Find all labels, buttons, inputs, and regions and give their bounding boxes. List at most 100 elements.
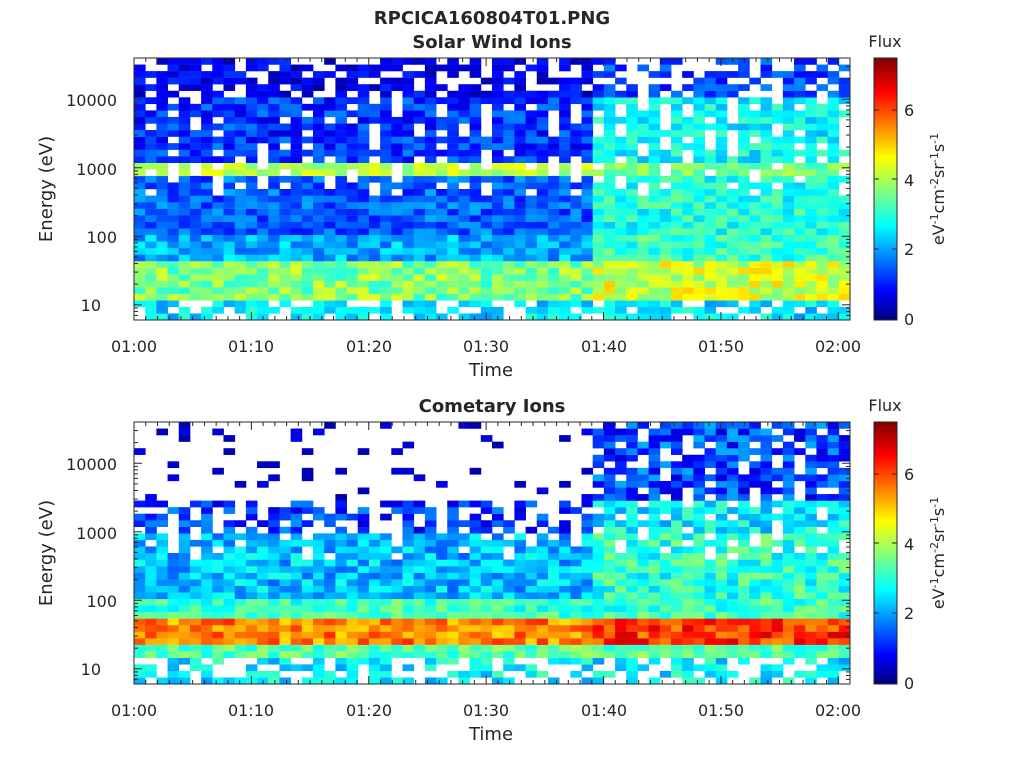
- heatmap-cell: [704, 454, 717, 462]
- heatmap-cell: [592, 435, 605, 442]
- heatmap-cell: [659, 241, 672, 249]
- heatmap-cell: [156, 618, 168, 626]
- heatmap-cell: [391, 228, 403, 236]
- heatmap-cell: [335, 189, 347, 196]
- heatmap-cell: [503, 592, 515, 600]
- heatmap-cell: [391, 507, 403, 514]
- heatmap-cell: [458, 566, 471, 573]
- heatmap-cell: [346, 664, 359, 672]
- heatmap-cell: [178, 566, 191, 573]
- heatmap-cell: [245, 293, 258, 301]
- heatmap-cell: [838, 215, 851, 222]
- heatmap-cell: [570, 579, 582, 586]
- heatmap-cell: [335, 136, 347, 144]
- heatmap-cell: [223, 241, 236, 249]
- heatmap-cell: [212, 585, 224, 593]
- heatmap-cell: [290, 566, 303, 573]
- heatmap-cell: [503, 58, 515, 65]
- heatmap-cell: [201, 123, 213, 131]
- heatmap-cell: [424, 189, 437, 196]
- heatmap-cell: [469, 234, 482, 242]
- heatmap-cell: [424, 507, 437, 514]
- heatmap-cell: [771, 579, 784, 586]
- heatmap-cell: [469, 261, 482, 268]
- heatmap-cell: [570, 293, 582, 301]
- heatmap-cell: [794, 670, 806, 678]
- heatmap-cell: [413, 234, 426, 242]
- heatmap-cell: [245, 208, 258, 216]
- heatmap-cell: [145, 651, 157, 658]
- heatmap-cell: [559, 625, 571, 632]
- heatmap-cell: [134, 572, 146, 580]
- heatmap-cell: [458, 84, 471, 91]
- heatmap-cell: [492, 103, 504, 111]
- heatmap-cell: [458, 500, 471, 508]
- heatmap-cell: [391, 202, 403, 209]
- heatmap-cell: [257, 103, 269, 111]
- heatmap-cell: [749, 228, 761, 236]
- heatmap-cell: [592, 215, 605, 222]
- heatmap-cell: [827, 539, 840, 547]
- heatmap-cell: [313, 182, 325, 190]
- heatmap-cell: [592, 274, 605, 281]
- heatmap-cell: [637, 123, 650, 131]
- heatmap-cell: [603, 585, 616, 593]
- heatmap-cell: [782, 175, 795, 183]
- heatmap-cell: [167, 287, 180, 294]
- heatmap-cell: [268, 90, 280, 98]
- heatmap-cell: [704, 175, 717, 183]
- heatmap-cell: [313, 428, 325, 436]
- heatmap-cell: [749, 110, 761, 118]
- heatmap-cell: [547, 143, 560, 150]
- heatmap-cell: [782, 208, 795, 216]
- heatmap-cell: [492, 162, 504, 170]
- heatmap-cell: [167, 71, 180, 78]
- heatmap-cell: [480, 261, 493, 268]
- heatmap-cell: [559, 247, 571, 255]
- heatmap-cell: [402, 143, 415, 150]
- heatmap-cell: [693, 467, 705, 475]
- heatmap-cell: [134, 169, 146, 177]
- heatmap-cell: [771, 149, 784, 157]
- heatmap-cell: [357, 130, 370, 137]
- heatmap-cell: [648, 677, 661, 685]
- heatmap-cell: [458, 90, 471, 98]
- heatmap-cell: [469, 123, 482, 131]
- heatmap-cell: [715, 553, 728, 560]
- heatmap-cell: [134, 592, 146, 600]
- heatmap-cell: [156, 566, 168, 573]
- heatmap-cell: [827, 241, 840, 249]
- heatmap-cell: [615, 261, 627, 268]
- heatmap-cell: [547, 103, 560, 111]
- heatmap-cell: [402, 644, 415, 652]
- heatmap-cell: [782, 487, 795, 495]
- heatmap-cell: [257, 189, 269, 196]
- heatmap-cell: [525, 500, 538, 508]
- heatmap-cell: [324, 539, 336, 547]
- heatmap-cell: [156, 428, 168, 436]
- heatmap-cell: [637, 467, 650, 475]
- heatmap-cell: [581, 677, 594, 685]
- heatmap-cell: [145, 592, 157, 600]
- heatmap-cell: [380, 533, 392, 541]
- heatmap-cell: [391, 208, 403, 216]
- heatmap-cell: [794, 280, 806, 288]
- heatmap-cell: [492, 97, 504, 105]
- heatmap-cell: [704, 241, 717, 249]
- heatmap-cell: [189, 293, 202, 301]
- heatmap-cell: [313, 149, 325, 157]
- heatmap-cell: [212, 58, 224, 65]
- heatmap-cell: [257, 267, 269, 275]
- x-tick-label: 01:10: [228, 337, 274, 356]
- heatmap-cell: [693, 677, 705, 685]
- x-tick-label: 02:00: [815, 701, 861, 720]
- heatmap-cell: [279, 631, 292, 639]
- heatmap-cell: [536, 208, 549, 216]
- heatmap-cell: [592, 546, 605, 554]
- heatmap-cell: [671, 664, 683, 672]
- heatmap-cell: [738, 156, 750, 163]
- heatmap-cell: [145, 130, 157, 137]
- heatmap-cell: [346, 182, 359, 190]
- heatmap-cell: [212, 533, 224, 541]
- heatmap-cell: [738, 441, 750, 449]
